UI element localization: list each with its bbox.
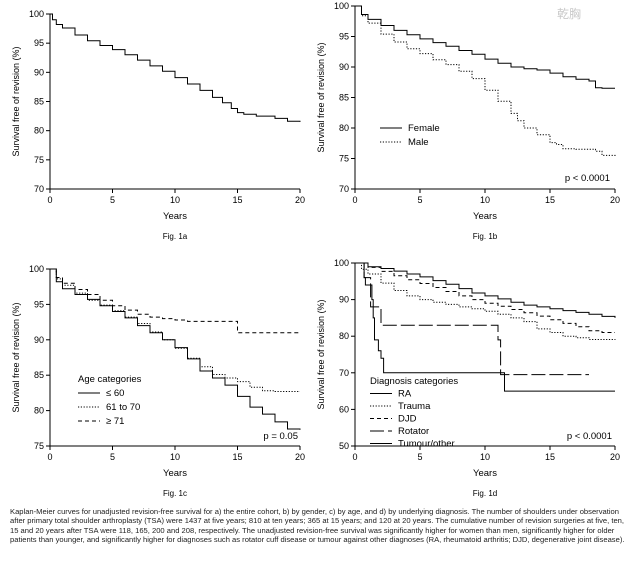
x-tick-label: 5 — [417, 195, 422, 205]
legend-entry: DJD — [398, 414, 417, 425]
y-axis-title: Survival free of revision (%) — [316, 42, 326, 152]
x-tick-label: 10 — [170, 195, 180, 205]
x-axis-title: Years — [163, 468, 187, 479]
x-tick-label: 0 — [352, 452, 357, 462]
figure-label: Fig. 1c — [163, 489, 187, 498]
y-tick-label: 100 — [29, 9, 44, 19]
x-tick-label: 20 — [610, 452, 620, 462]
legend-entry: Female — [408, 123, 440, 134]
y-tick-label: 70 — [34, 184, 44, 194]
series-line-5 — [355, 262, 615, 392]
series-line-4 — [355, 262, 589, 376]
y-axis-title: Survival free of revision (%) — [316, 299, 326, 409]
y-tick-label: 85 — [34, 370, 44, 380]
x-axis-title: Years — [163, 211, 187, 222]
y-tick-label: 95 — [34, 299, 44, 309]
watermark-text: 乾胸 — [557, 7, 582, 21]
x-tick-label: 20 — [295, 452, 305, 462]
y-tick-label: 100 — [334, 258, 349, 268]
x-tick-label: 15 — [232, 195, 242, 205]
y-tick-label: 75 — [34, 441, 44, 451]
y-tick-label: 75 — [339, 154, 349, 164]
y-tick-label: 80 — [34, 406, 44, 416]
figure-label: Fig. 1b — [473, 232, 498, 241]
y-tick-label: 70 — [339, 184, 349, 194]
x-axis-title: Years — [473, 211, 497, 222]
y-tick-label: 85 — [34, 97, 44, 107]
y-tick-label: 60 — [339, 404, 349, 414]
x-tick-label: 5 — [417, 452, 422, 462]
figure-label: Fig. 1a — [163, 232, 188, 241]
series-line-1 — [355, 5, 615, 89]
series-line-1 — [50, 13, 301, 122]
chart-panel-3: 75 80 85 90 95 100 0 5 10 15 20 Years Survival free … — [11, 264, 305, 498]
x-tick-label: 5 — [110, 452, 115, 462]
y-tick-label: 90 — [34, 67, 44, 77]
series-line-3 — [355, 262, 615, 333]
x-tick-label: 15 — [232, 452, 242, 462]
x-tick-label: 20 — [295, 195, 305, 205]
chart-panel-1: 70 75 80 85 90 95 100 0 5 10 15 20 Years Survival fre… — [11, 9, 305, 241]
chart-panel-2: 70 75 80 85 90 95 100 0 5 10 15 20 Years Survival fre… — [316, 1, 620, 241]
y-tick-label: 100 — [29, 264, 44, 274]
y-tick-label: 95 — [34, 38, 44, 48]
y-tick-label: 95 — [339, 32, 349, 42]
y-tick-label: 100 — [334, 1, 349, 11]
x-tick-label: 5 — [110, 195, 115, 205]
legend-title: Diagnosis categories — [370, 376, 458, 387]
p-value-label: p = 0.05 — [263, 431, 298, 442]
legend-entry: Rotator — [398, 426, 429, 437]
y-tick-label: 90 — [339, 62, 349, 72]
legend-entry: Male — [408, 137, 429, 148]
y-tick-label: 50 — [339, 441, 349, 451]
x-tick-label: 0 — [47, 195, 52, 205]
x-tick-label: 0 — [47, 452, 52, 462]
legend-entry: RA — [398, 389, 412, 400]
figure-label: Fig. 1d — [473, 489, 497, 498]
series-line-3 — [50, 268, 300, 334]
x-tick-label: 15 — [545, 195, 555, 205]
figure-caption: Kaplan-Meier curves for unadjusted revis… — [10, 507, 625, 545]
legend-entry: ≥ 71 — [106, 416, 124, 427]
x-tick-label: 10 — [480, 452, 490, 462]
x-tick-label: 20 — [610, 195, 620, 205]
series-line-2 — [50, 268, 300, 392]
legend-entry: ≤ 60 — [106, 388, 124, 399]
chart-panel-4: 50 60 70 80 90 100 0 5 10 15 20 Years Survival free … — [316, 258, 620, 498]
y-tick-label: 80 — [34, 126, 44, 136]
y-tick-label: 80 — [339, 123, 349, 133]
y-tick-label: 90 — [339, 295, 349, 305]
legend-entry: 61 to 70 — [106, 402, 140, 413]
y-tick-label: 80 — [339, 331, 349, 341]
x-tick-label: 10 — [170, 452, 180, 462]
y-tick-label: 75 — [34, 155, 44, 165]
series-line-2 — [355, 262, 616, 340]
legend-entry: Trauma — [398, 401, 431, 412]
p-value-label: p < 0.0001 — [565, 173, 610, 184]
x-axis-title: Years — [473, 468, 497, 479]
x-tick-label: 0 — [352, 195, 357, 205]
y-axis-title: Survival free of revision (%) — [11, 46, 21, 156]
p-value-label: p < 0.0001 — [567, 431, 612, 442]
y-tick-label: 85 — [339, 93, 349, 103]
x-tick-label: 15 — [545, 452, 555, 462]
x-tick-label: 10 — [480, 195, 490, 205]
y-tick-label: 90 — [34, 335, 44, 345]
legend-title: Age categories — [78, 374, 142, 385]
y-tick-label: 70 — [339, 368, 349, 378]
y-axis-title: Survival free of revision (%) — [11, 302, 21, 412]
series-line-1 — [355, 262, 616, 318]
series-line-2 — [355, 5, 616, 157]
legend-entry: Tumour/other — [398, 439, 455, 450]
